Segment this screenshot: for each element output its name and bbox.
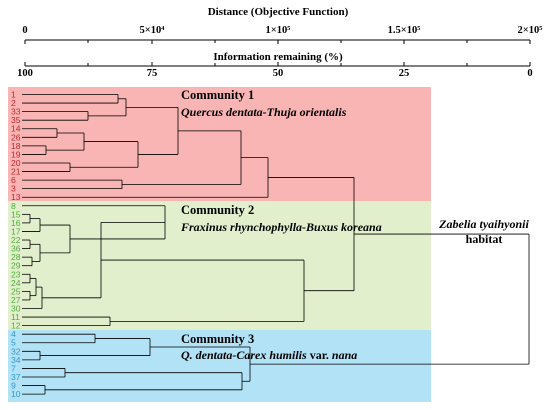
leaf-label: 12 — [11, 321, 21, 331]
community-3-subtitle-variety: nana — [332, 348, 357, 362]
leaf-label: 35 — [11, 115, 21, 125]
leaf-label: 23 — [11, 269, 21, 279]
leaf-label: 13 — [11, 192, 21, 202]
leaf-label: 24 — [11, 278, 21, 288]
leaf-label: 2 — [11, 98, 16, 108]
leaf-label: 15 — [11, 209, 21, 219]
info-axis-title: Information remaining (%) — [213, 51, 343, 63]
habitat-species-label: Zabelia tyaihyonii — [438, 217, 529, 231]
leaf-label: 20 — [11, 158, 21, 168]
community-1-subtitle: Quercus dentata-Thuja orientalis — [181, 105, 347, 119]
leaf-label: 18 — [11, 141, 21, 151]
info-axis-ticks: 100 75 50 25 0 — [17, 62, 533, 79]
community-2-subtitle: Fraxinus rhynchophylla-Buxus koreana — [180, 220, 382, 234]
leaf-label: 8 — [11, 201, 16, 211]
distance-axis-ticks: 0 5×10⁴ 1×10⁵ 1.5×10⁵ 2×10⁵ — [22, 25, 542, 44]
leaf-label: 33 — [11, 107, 21, 117]
info-tick-label: 100 — [17, 68, 33, 79]
leaf-label: 30 — [11, 304, 21, 314]
distance-tick-label: 2×10⁵ — [518, 25, 543, 36]
leaf-label: 14 — [11, 124, 21, 134]
leaf-label: 27 — [11, 295, 21, 305]
info-tick-label: 75 — [147, 68, 158, 79]
leaf-label: 22 — [11, 235, 21, 245]
community-3-subtitle-var: var. — [307, 348, 332, 362]
leaf-label: 3 — [11, 184, 16, 194]
community-2-band — [8, 201, 431, 330]
distance-tick-label: 5×10⁴ — [140, 25, 166, 36]
distance-tick-label: 0 — [22, 25, 27, 36]
community-1-title: Community 1 — [181, 88, 254, 102]
distance-axis-title: Distance (Objective Function) — [208, 6, 349, 18]
leaf-label: 9 — [11, 381, 16, 391]
community-3-subtitle-species: Q. dentata-Carex humilis — [181, 348, 307, 362]
leaf-label: 37 — [11, 372, 21, 382]
leaf-label: 10 — [11, 389, 21, 399]
distance-tick-label: 1.5×10⁵ — [388, 25, 421, 36]
leaf-label: 6 — [11, 175, 16, 185]
leaf-label: 19 — [11, 149, 21, 159]
info-tick-label: 25 — [399, 68, 410, 79]
community-1-band — [8, 87, 431, 201]
community-3-title: Community 3 — [181, 332, 254, 346]
leaf-label: 32 — [11, 346, 21, 356]
info-tick-label: 50 — [273, 68, 284, 79]
leaf-label: 7 — [11, 363, 16, 373]
info-tick-label: 0 — [527, 68, 532, 79]
dendrogram-links — [22, 94, 530, 395]
habitat-word-label: habitat — [466, 232, 503, 246]
leaf-label: 16 — [11, 218, 21, 228]
distance-tick-label: 1×10⁵ — [266, 25, 291, 36]
leaf-label: 25 — [11, 286, 21, 296]
leaf-label: 28 — [11, 252, 21, 262]
community-3-subtitle: Q. dentata-Carex humilis var. nana — [181, 348, 357, 362]
leaf-label: 1 — [11, 90, 16, 100]
leaf-label: 21 — [11, 167, 21, 177]
leaf-label: 17 — [11, 226, 21, 236]
leaf-label: 26 — [11, 132, 21, 142]
leaf-label: 36 — [11, 244, 21, 254]
community-2-title: Community 2 — [181, 203, 254, 217]
leaf-label: 11 — [11, 312, 20, 322]
leaf-label: 29 — [11, 261, 21, 271]
leaf-label: 34 — [11, 355, 21, 365]
leaf-labels: 1233351426181920216313815161722362829232… — [11, 90, 21, 400]
leaf-label: 5 — [11, 338, 16, 348]
leaf-label: 4 — [11, 329, 16, 339]
